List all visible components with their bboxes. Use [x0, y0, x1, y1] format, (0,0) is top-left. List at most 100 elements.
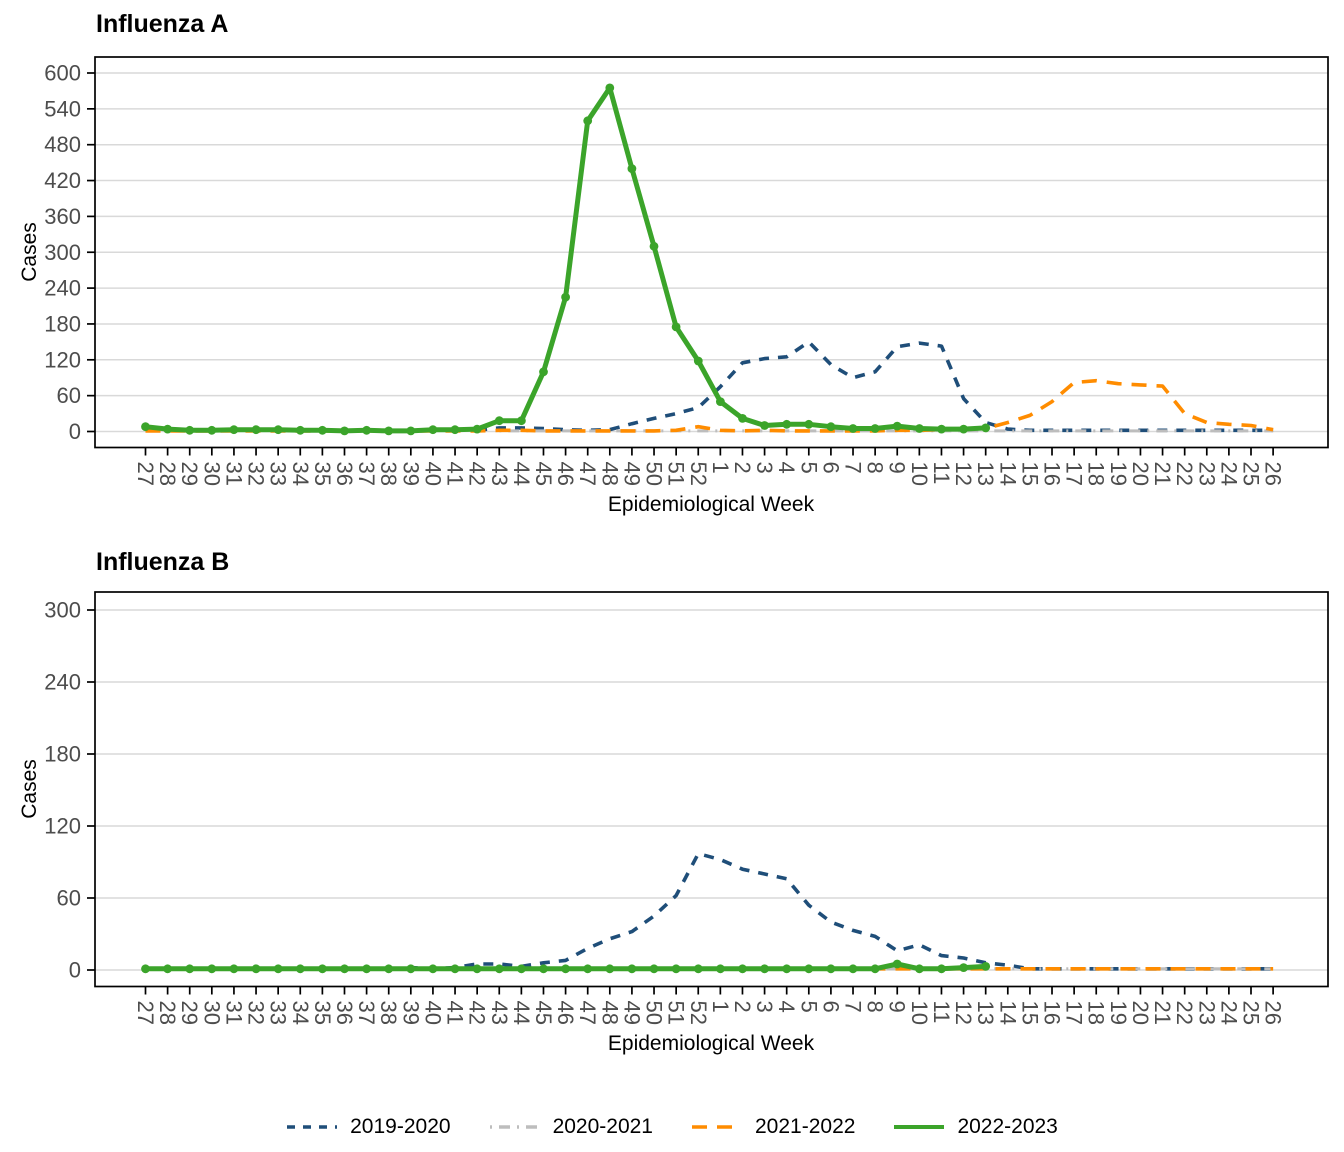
y-tick-label: 360 [44, 204, 81, 229]
x-tick-label: 39 [398, 1001, 423, 1025]
x-tick-label: 19 [1106, 462, 1131, 486]
legend-label-2021-2022: 2021-2022 [755, 1115, 856, 1138]
series-2022-2023-point [760, 421, 769, 430]
y-tick-label: 0 [69, 419, 81, 444]
x-tick-label: 38 [376, 1001, 401, 1025]
legend-item-2020-2021: 2020-2021 [489, 1115, 653, 1139]
series-2022-2023-point [517, 416, 526, 426]
y-tick-label: 60 [57, 383, 81, 408]
series-2022-2023-point [782, 964, 792, 974]
series-2022-2023-point [870, 424, 880, 433]
series-2022-2023-point [141, 422, 150, 432]
x-tick-label: 32 [244, 462, 269, 486]
x-tick-label: 48 [597, 462, 622, 486]
series-2022-2023-point [583, 964, 593, 974]
series-2022-2023-point [892, 959, 902, 969]
series-2022-2023-point [605, 83, 615, 93]
y-axis-title-a: Cases [18, 222, 41, 282]
series-2022-2023-point [937, 964, 946, 974]
x-tick-label: 49 [619, 462, 644, 486]
x-tick-label: 8 [863, 1001, 888, 1013]
y-tick-label: 0 [69, 958, 81, 983]
x-tick-label: 48 [597, 1001, 622, 1025]
x-tick-label: 19 [1106, 1001, 1131, 1025]
series-2022-2023-point [318, 964, 327, 974]
series-2022-2023-point [892, 421, 902, 431]
legend-key-2021-2022 [692, 1125, 742, 1129]
series-2019-2020-line [388, 851, 1274, 971]
x-tick-label: 28 [155, 1001, 180, 1025]
x-tick-label: 29 [177, 1001, 202, 1025]
x-tick-label: 24 [1216, 1001, 1241, 1025]
series-2022-2023-point [826, 964, 836, 974]
x-tick-label: 46 [553, 1001, 578, 1025]
x-tick-label: 25 [1239, 1001, 1264, 1025]
series-2022-2023-point [494, 964, 504, 974]
x-tick-label: 11 [929, 462, 954, 485]
series-2022-2023-point [959, 424, 968, 434]
series-2019-2020-line [476, 340, 1274, 433]
x-tick-label: 33 [266, 462, 291, 486]
x-tick-label: 42 [465, 1001, 490, 1025]
x-tick-label: 30 [199, 1001, 224, 1025]
x-tick-label: 15 [1017, 462, 1042, 486]
series-2022-2023-point [738, 964, 747, 974]
x-tick-label: 5 [796, 1001, 821, 1013]
x-tick-label: 45 [531, 1001, 556, 1025]
x-tick-label: 25 [1239, 462, 1264, 486]
series-2022-2023-point [295, 964, 305, 974]
y-tick-label: 420 [44, 168, 81, 193]
series-2021-2022-line [145, 378, 1274, 433]
series-2022-2023-point [649, 964, 659, 974]
x-tick-label: 17 [1062, 462, 1087, 486]
x-tick-label: 5 [796, 462, 821, 474]
x-tick-label: 37 [354, 1001, 379, 1025]
y-tick-label: 600 [44, 61, 81, 86]
x-tick-label: 26 [1261, 1001, 1286, 1025]
x-tick-label: 13 [973, 462, 998, 486]
x-tick-label: 10 [907, 1001, 932, 1025]
series-2022-2023-line [145, 85, 986, 434]
series-2022-2023-point [318, 425, 327, 435]
x-tick-label: 27 [133, 462, 158, 486]
x-tick-label: 4 [774, 1001, 799, 1013]
series-2022-2023-point [826, 422, 836, 432]
x-tick-label: 28 [155, 462, 180, 486]
x-tick-label: 47 [575, 1001, 600, 1025]
series-2022-2023-point [340, 426, 349, 436]
x-tick-label: 40 [420, 1001, 445, 1025]
x-tick-label: 12 [951, 462, 976, 486]
y-tick-label: 60 [57, 886, 81, 911]
x-tick-label: 34 [288, 1001, 313, 1025]
series-2022-2023-point [804, 419, 814, 429]
series-2022-2023-point [915, 424, 924, 433]
legend-item-2022-2023: 2022-2023 [893, 1115, 1058, 1139]
x-tick-label: 41 [443, 1001, 468, 1025]
x-tick-label: 47 [575, 462, 600, 486]
series-2022-2023-point [693, 964, 703, 974]
panel-border [94, 591, 1329, 988]
x-tick-label: 39 [398, 462, 423, 486]
y-tick-label: 240 [44, 670, 81, 695]
x-tick-label: 43 [487, 462, 512, 486]
series-2022-2023-point [583, 116, 593, 126]
series-2022-2023-point [362, 425, 371, 435]
series-2022-2023-point [517, 964, 526, 974]
series-2022-2023-point [539, 367, 548, 377]
series-2022-2023-point [870, 964, 880, 974]
x-tick-label: 1 [708, 462, 733, 474]
series-2022-2023-point [848, 964, 858, 974]
x-tick-label: 1 [708, 1001, 733, 1013]
y-tick-label: 180 [44, 311, 81, 336]
series-2022-2023-point [539, 964, 548, 974]
series-2022-2023-point [406, 426, 416, 436]
x-tick-label: 24 [1216, 462, 1241, 486]
x-tick-label: 37 [354, 462, 379, 486]
x-tick-label: 30 [199, 462, 224, 486]
x-tick-label: 27 [133, 1001, 158, 1025]
series-2022-2023-point [671, 964, 681, 974]
x-tick-label: 31 [221, 462, 246, 486]
x-tick-label: 13 [973, 1001, 998, 1025]
x-tick-label: 17 [1062, 1001, 1087, 1025]
series-2022-2023-point [671, 322, 681, 332]
